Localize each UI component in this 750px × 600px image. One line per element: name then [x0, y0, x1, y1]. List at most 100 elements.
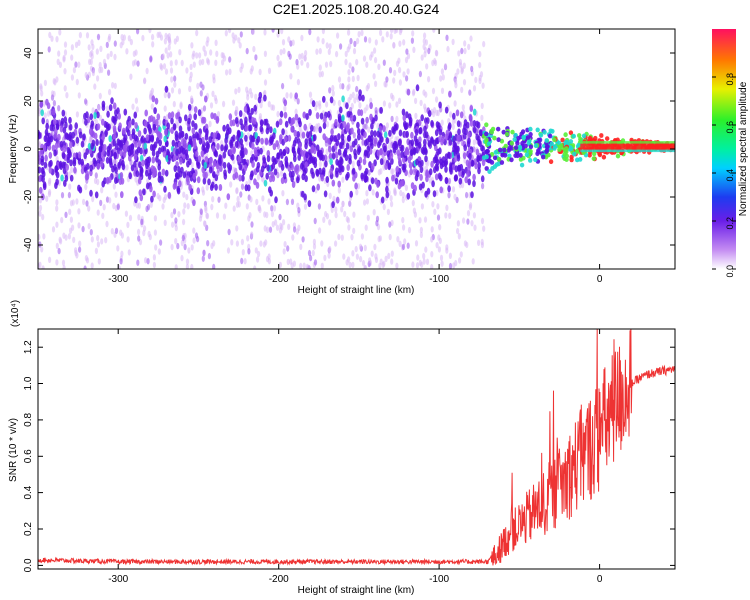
spectrogram-band-speck [133, 111, 138, 119]
spectrogram-band-speck [363, 149, 368, 157]
spectrogram-noise-speck [337, 76, 342, 83]
spectrogram-noise-speck [87, 44, 91, 51]
spectrogram-band-speck [143, 119, 148, 127]
spectrogram-noise-speck [323, 254, 327, 262]
spectrogram-band-speck [367, 135, 372, 143]
spectrogram-noise-speck [63, 49, 68, 56]
spectrogram-noise-speck [347, 69, 351, 76]
spectrogram-noise-speck [418, 217, 422, 224]
spectrogram-noise-speck [289, 73, 293, 80]
spectrogram-noise-speck [211, 90, 215, 98]
spectrogram-band-speck [405, 130, 410, 138]
spectrogram-band-speck [406, 192, 411, 200]
spectrogram-band-speck [341, 114, 345, 122]
spectrogram-band-speck [423, 125, 427, 133]
spectrogram-noise-speck [482, 40, 486, 48]
spectrogram-band-speck [452, 135, 456, 143]
spectrogram-signal-speck [568, 130, 574, 136]
spectrogram-noise-speck [460, 47, 464, 55]
spectrogram-noise-speck [114, 191, 118, 198]
spectrogram-band-speck [149, 115, 154, 122]
spectrogram-noise-speck [373, 47, 377, 54]
spectrogram-band-speck [272, 158, 277, 166]
spectrogram-noise-speck [383, 156, 387, 164]
spectrogram-noise-speck [347, 224, 351, 231]
spectrogram-noise-speck [42, 100, 46, 107]
spectrogram-noise-speck [46, 110, 51, 117]
spectrogram-signal-speck [496, 126, 501, 132]
spectrogram-noise-speck [398, 79, 402, 86]
spectrogram-band-speck [392, 142, 396, 150]
spectrogram-band-speck [274, 196, 278, 204]
spectrogram-band-speck [123, 108, 128, 116]
spectrogram-noise-speck [100, 238, 104, 245]
spectrogram-noise-speck [306, 264, 310, 269]
spectrogram-band-speck [59, 163, 63, 170]
spectrogram-band-speck [290, 118, 295, 125]
spectrogram-noise-speck [182, 218, 186, 226]
spectrogram-band-speck [311, 171, 315, 179]
spectrogram-noise-speck [87, 223, 91, 230]
spectrogram-noise-speck [481, 182, 485, 190]
spectrogram-noise-speck [343, 210, 347, 218]
spectrogram-band-speck [41, 175, 45, 183]
spectrogram-signal-speck [550, 128, 555, 134]
spectrogram-band-speck [197, 109, 202, 117]
spectrogram-noise-speck [190, 95, 194, 102]
spectrogram-noise-speck [125, 164, 129, 171]
spectrogram-noise-speck [112, 183, 116, 190]
spectrogram-noise-speck [38, 261, 42, 268]
spectrogram-band-speck [431, 180, 435, 188]
spectrogram-noise-speck [205, 184, 209, 191]
spectrogram-band-speck [423, 147, 428, 154]
spectrogram-noise-speck [355, 85, 359, 93]
spectrogram-noise-speck [114, 227, 119, 234]
spectrogram-noise-speck [147, 230, 151, 238]
spectrogram-band-speck [342, 121, 347, 129]
spectrogram-band-speck [69, 141, 73, 149]
spectrogram-band-speck [184, 114, 188, 122]
spectrogram-band-speck [329, 167, 334, 175]
spectrogram-band-speck [64, 132, 69, 140]
spectrogram-band-speck [329, 134, 334, 142]
spectrogram-band-speck [275, 140, 279, 148]
spectrogram-band-speck [424, 155, 428, 163]
spectrogram-band-speck [244, 124, 249, 132]
spectrogram-band-speck [467, 137, 471, 145]
spectrogram-noise-speck [418, 259, 422, 267]
spectrogram-band-speck [357, 133, 361, 141]
spectrogram-noise-speck [107, 35, 111, 43]
spectrogram-band-speck [178, 180, 182, 188]
spectrogram-noise-speck [352, 132, 356, 139]
spectrogram-band-speck [54, 182, 58, 189]
spectrogram-band-speck [223, 169, 227, 177]
spectrogram-band-speck [283, 99, 288, 107]
spectrogram-band-speck [331, 152, 336, 160]
spectrogram-band-speck [207, 178, 211, 186]
spectrogram-band-speck [430, 120, 434, 127]
spectrogram-signal-speck [538, 132, 544, 138]
spectrogram-band-speck [357, 128, 361, 136]
spectrogram-band-speck [436, 148, 440, 156]
spectrogram-noise-speck [125, 48, 129, 55]
spectrogram-noise-speck [203, 50, 207, 57]
spectrogram-noise-speck [235, 240, 239, 247]
spectrogram-band-speck [259, 119, 264, 127]
spectrogram-noise-speck [382, 100, 386, 107]
spectrogram-band-speck [118, 122, 122, 130]
spectrogram-noise-speck [300, 52, 304, 60]
spectrogram-signal-speck [528, 132, 533, 137]
spectrogram-band-speck [186, 160, 190, 168]
spectrogram-noise-speck [351, 75, 355, 83]
spectrogram-noise-speck [75, 78, 79, 86]
spectrogram-noise-speck [339, 82, 343, 90]
spectrogram-noise-speck [382, 260, 386, 267]
spectrogram-noise-speck [420, 203, 424, 210]
spectrogram-noise-speck [393, 187, 397, 194]
spectrogram-noise-speck [294, 108, 298, 116]
y-tick-label: 0.6 [23, 449, 34, 463]
spectrogram-band-speck [394, 177, 399, 185]
spectrogram-noise-speck [146, 177, 150, 185]
spectrogram-band-speck [351, 140, 356, 148]
spectrogram-band-speck [259, 125, 264, 133]
